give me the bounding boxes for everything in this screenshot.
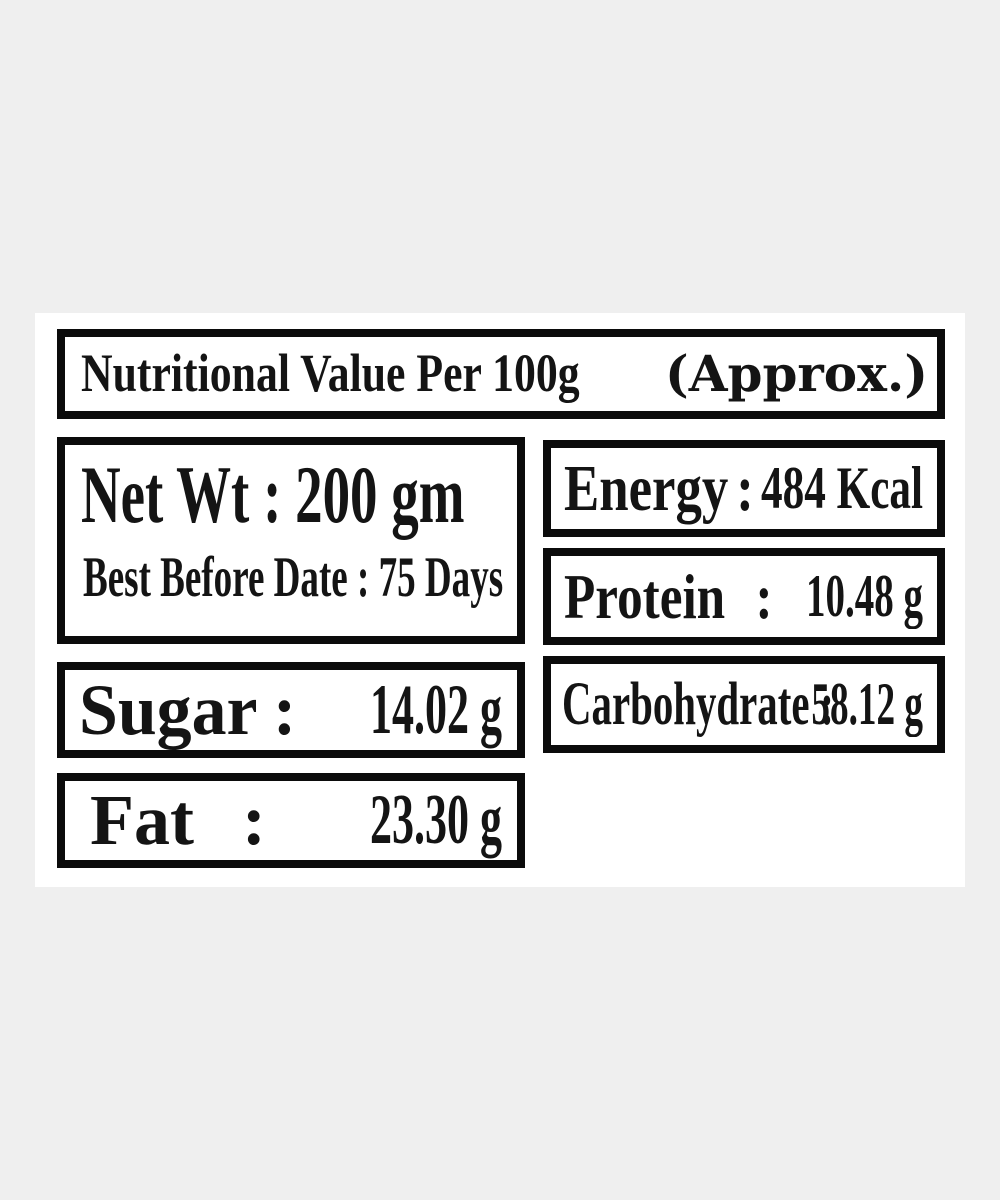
energy-value: 484 Kcal [761,455,923,521]
net-weight-text: Net Wt : 200 gm [81,449,465,540]
protein-label: Protein [564,561,726,632]
protein-row: Protein: 10.48 g [543,548,945,645]
best-before-text: Best Before Date : 75 Days [83,546,504,609]
carbohydrate-label: Carbohydrate [562,671,810,738]
fat-label-group: Fat: [90,781,266,860]
title-box: Nutritional Value Per 100g (Approx.) [57,329,945,419]
fat-colon: : [241,780,266,860]
fat-row: Fat: 23.30 g [57,773,525,868]
title-approx-text: (Approx.) [665,344,928,403]
protein-value: 10.48 g [806,563,923,629]
energy-label: Energy [564,452,729,525]
title-text: Nutritional Value Per 100g [81,343,580,403]
energy-label-group: Energy: [564,448,754,529]
carbohydrate-value: 58.12 g [811,671,923,737]
carbohydrate-colon: : [820,671,834,738]
fat-label: Fat [90,780,194,860]
sugar-value: 14.02 g [369,671,502,749]
net-weight-box: Net Wt : 200 gm Best Before Date : 75 Da… [57,437,525,644]
sugar-label-group: Sugar: [79,670,296,750]
energy-row: Energy: 484 Kcal [543,440,945,537]
sugar-label: Sugar [79,670,258,750]
sugar-colon: : [273,670,297,750]
sugar-row: Sugar: 14.02 g [57,662,525,758]
carbohydrate-row: Carbohydrate: 58.12 g [543,656,945,753]
fat-value: 23.30 g [369,781,502,859]
carbohydrate-label-group: Carbohydrate: [562,664,834,745]
protein-label-group: Protein: [564,556,773,637]
energy-colon: : [736,452,754,525]
protein-colon: : [755,561,773,632]
